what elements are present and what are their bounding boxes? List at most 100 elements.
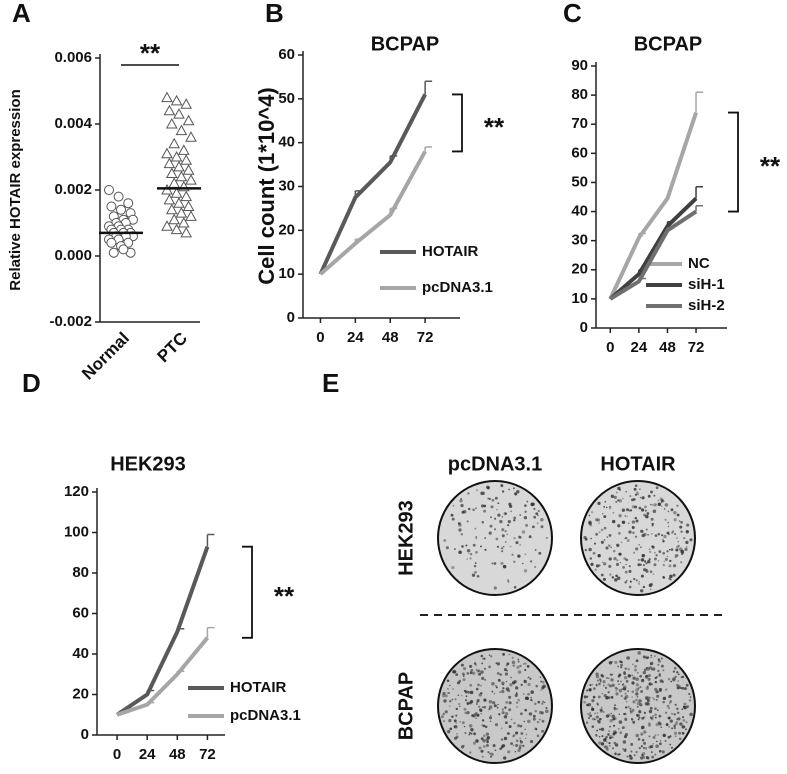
colony [491, 690, 494, 693]
x-tick-label: 72 [688, 339, 705, 356]
colony [475, 687, 479, 691]
colony [610, 678, 614, 682]
colony [586, 703, 589, 707]
point [108, 247, 119, 258]
colony [597, 695, 601, 699]
well [580, 480, 696, 596]
colony [669, 559, 672, 563]
colony [669, 700, 673, 703]
colony [680, 561, 683, 564]
colony [530, 739, 534, 744]
colony [668, 694, 672, 699]
colony [446, 679, 450, 683]
colony [609, 719, 613, 723]
colony [461, 510, 465, 514]
colony [652, 573, 655, 575]
colony [618, 713, 621, 716]
colony [462, 673, 465, 676]
colony [523, 720, 526, 723]
colony [583, 695, 587, 699]
colony [661, 750, 665, 754]
colony [612, 511, 615, 514]
colony [663, 734, 666, 738]
colony [451, 566, 455, 570]
series-line [608, 111, 698, 300]
colony [623, 712, 626, 716]
colony [625, 558, 629, 562]
colony [627, 674, 631, 678]
point [170, 223, 183, 235]
colony [657, 532, 661, 536]
colony [651, 715, 655, 718]
panel-letter: C [563, 0, 582, 28]
colony [532, 717, 536, 721]
colony [623, 676, 628, 680]
colony [648, 722, 651, 725]
colony [670, 680, 673, 683]
colony [641, 508, 645, 512]
colony [669, 574, 673, 579]
error-bar [638, 277, 646, 282]
colony [451, 715, 454, 718]
colony [612, 724, 616, 727]
colony [641, 716, 645, 720]
colony [480, 737, 484, 741]
colony [642, 670, 646, 675]
colony [645, 569, 649, 573]
colony [540, 517, 544, 522]
colony [677, 673, 680, 676]
y-tick-label: 10 [571, 290, 588, 307]
colony [488, 654, 491, 656]
colony [619, 561, 622, 564]
colony [628, 530, 632, 534]
colony [640, 574, 644, 578]
colony [594, 712, 597, 715]
colony [654, 753, 657, 756]
colony [507, 732, 511, 735]
colony [519, 740, 523, 744]
colony [458, 523, 462, 527]
colony [674, 556, 677, 559]
colony [613, 716, 617, 721]
colony [674, 533, 677, 536]
colony [480, 684, 482, 687]
colony [666, 531, 670, 535]
colony [617, 727, 620, 730]
colony [457, 694, 460, 697]
colony [664, 689, 667, 691]
colony [642, 564, 645, 567]
colony [685, 545, 688, 548]
colony [635, 733, 640, 738]
point [123, 198, 134, 209]
colony [611, 683, 615, 687]
colony [626, 656, 630, 660]
colony [625, 680, 629, 683]
colony [621, 508, 626, 512]
colony [526, 500, 529, 503]
colony [495, 537, 499, 541]
colony [681, 708, 683, 710]
colony [600, 528, 604, 532]
colony [604, 686, 608, 690]
colony [590, 537, 592, 540]
colony [466, 558, 468, 560]
colony [533, 507, 536, 510]
colony [472, 508, 475, 512]
y-tick-label: 20 [278, 221, 295, 238]
colony [442, 691, 446, 695]
colony [534, 566, 537, 568]
colony [543, 701, 546, 704]
panel-letter: D [22, 368, 41, 398]
colony [481, 676, 485, 680]
colony [594, 542, 596, 545]
colony [483, 504, 487, 508]
colony [605, 735, 608, 739]
colony [688, 692, 691, 696]
point [106, 201, 117, 212]
colony [637, 737, 641, 741]
colony [479, 708, 483, 712]
colony [494, 496, 498, 500]
colony [644, 702, 649, 706]
colony [644, 505, 647, 509]
colony [678, 544, 680, 547]
